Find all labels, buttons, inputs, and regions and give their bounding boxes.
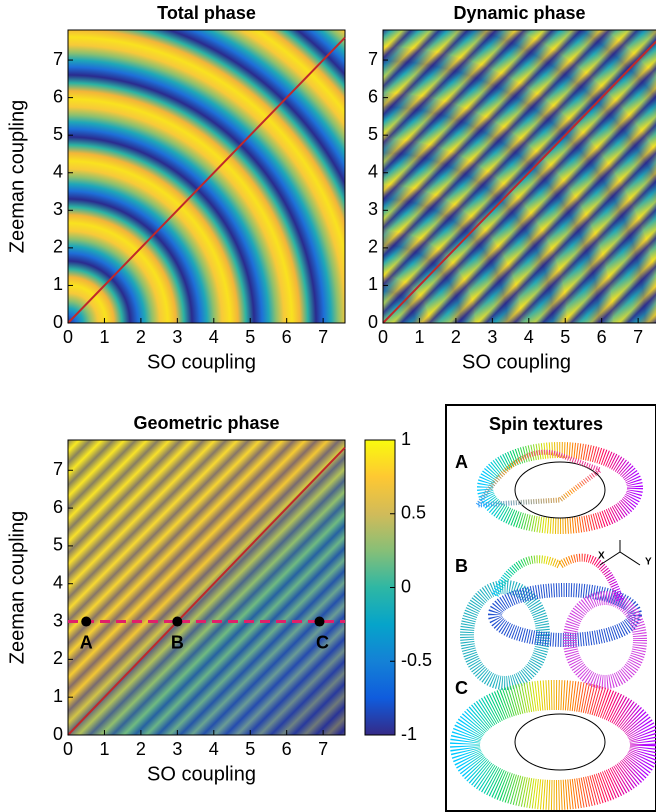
x-tick-label: 2 [136,327,146,347]
y-tick-label: 0 [368,312,378,332]
y-tick-label: 6 [53,86,63,106]
spin-texture-c [450,680,656,810]
spin-texture-a [473,442,643,534]
colorbar-tick-label: -1 [401,724,417,744]
y-tick-label: 4 [368,161,378,181]
x-tick-label: 3 [172,327,182,347]
point-label: B [171,632,184,652]
y-tick-label: 1 [368,274,378,294]
y-tick-label: 3 [53,610,63,630]
x-axis-label: SO coupling [147,351,256,373]
x-tick-label: 3 [487,327,497,347]
y-axis-label: Zeeman coupling [6,511,28,664]
y-tick-label: 7 [368,49,378,69]
y-tick-label: 4 [53,161,63,181]
x-tick-label: 0 [63,327,73,347]
x-tick-label: 6 [282,327,292,347]
x-tick-label: 1 [99,327,109,347]
y-tick-label: 2 [368,237,378,257]
y-tick-label: 3 [368,199,378,219]
y-tick-label: 6 [53,497,63,517]
x-tick-label: 0 [378,327,388,347]
axis-x-label: X [598,551,605,562]
y-tick-label: 7 [53,459,63,479]
spin-box [445,404,656,812]
x-tick-label: 7 [318,327,328,347]
y-tick-label: 0 [53,312,63,332]
panel-title: Geometric phase [133,413,279,433]
y-tick-label: 5 [368,124,378,144]
y-tick-label: 0 [53,724,63,744]
y-axis-label: Zeeman coupling [6,100,28,253]
y-tick-label: 6 [368,86,378,106]
spin-label: C [455,678,468,698]
spin-title: Spin textures [489,414,603,434]
diagonal-line [67,36,346,324]
x-tick-label: 6 [282,739,292,759]
x-tick-label: 7 [318,739,328,759]
plot-frame [67,439,346,736]
y-tick-label: 7 [53,49,63,69]
marker-point [81,616,92,627]
x-tick-label: 4 [524,327,534,347]
spin-texture-b: X Y [460,540,652,690]
panel-title: Dynamic phase [453,3,585,23]
x-tick-label: 2 [136,739,146,759]
y-tick-label: 5 [53,124,63,144]
x-tick-label: 3 [172,739,182,759]
marker-point [314,616,325,627]
x-tick-label: 1 [99,739,109,759]
colorbar-tick-label: 0 [401,576,411,596]
x-tick-label: 4 [209,327,219,347]
plot-frame [382,29,656,324]
x-tick-label: 1 [414,327,424,347]
x-tick-label: 0 [63,739,73,759]
y-tick-label: 1 [53,274,63,294]
point-label: C [316,632,329,652]
x-tick-label: 6 [597,327,607,347]
x-tick-label: 4 [209,739,219,759]
y-tick-label: 3 [53,199,63,219]
y-tick-label: 2 [53,648,63,668]
x-tick-label: 7 [633,327,643,347]
marker-point [172,616,183,627]
x-tick-label: 5 [245,739,255,759]
diagonal-line [67,446,346,736]
spin-label: B [455,556,468,576]
colorbar-tick-label: 0.5 [401,503,426,523]
y-tick-label: 1 [53,686,63,706]
x-tick-label: 5 [245,327,255,347]
colorbar-tick-label: 1 [401,429,411,449]
x-tick-label: 2 [451,327,461,347]
point-label: A [80,632,93,652]
colorbar-tick-label: -0.5 [401,650,432,670]
plot-frame [67,29,346,324]
y-tick-label: 5 [53,535,63,555]
axis-y-label: Y [645,557,652,568]
x-axis-label: SO coupling [462,351,571,373]
panel-title: Total phase [157,3,256,23]
x-tick-label: 5 [560,327,570,347]
y-tick-label: 4 [53,572,63,592]
diagonal-line [382,40,656,324]
heatmap-image [383,30,656,323]
spin-label: A [455,452,468,472]
x-axis-label: SO coupling [147,763,256,785]
y-tick-label: 2 [53,237,63,257]
